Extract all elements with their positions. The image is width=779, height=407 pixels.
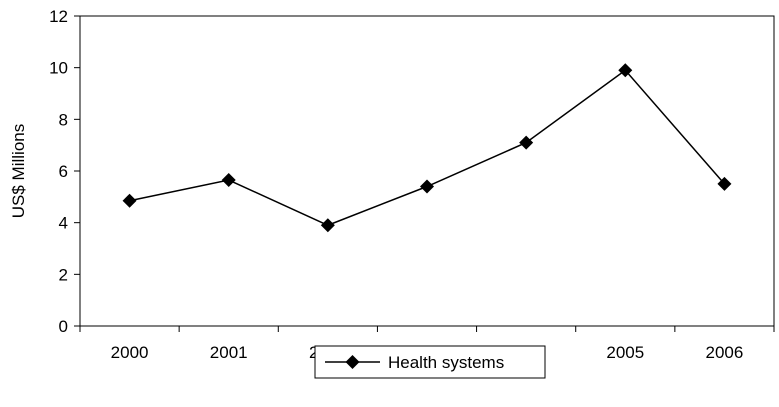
data-point-marker: [320, 218, 335, 233]
x-tick-label: 2001: [210, 343, 248, 362]
data-point-marker: [221, 173, 236, 188]
series-health-systems: [122, 63, 732, 233]
y-axis: 0 2 4 6 8 10 12: [49, 7, 80, 336]
x-tick-label: 2005: [606, 343, 644, 362]
data-point-marker: [519, 135, 534, 150]
x-tick-label: 2000: [111, 343, 149, 362]
legend: Health systems: [314, 345, 546, 379]
y-tick-label: 8: [59, 110, 68, 129]
y-tick-label: 0: [59, 317, 68, 336]
y-tick-label: 10: [49, 59, 68, 78]
legend-label: Health systems: [388, 353, 504, 372]
y-tick-label: 4: [59, 214, 68, 233]
x-tick-label: 2006: [706, 343, 744, 362]
data-point-marker: [717, 176, 732, 191]
plot-area: [79, 15, 775, 327]
data-point-marker: [420, 179, 434, 194]
y-axis-title: US$ Millions: [9, 124, 28, 218]
data-point-marker: [122, 193, 137, 208]
y-tick-label: 6: [59, 162, 68, 181]
legend-diamond-marker: [345, 355, 360, 369]
y-tick-label: 12: [49, 7, 68, 26]
data-point-marker: [618, 63, 633, 78]
y-tick-label: 2: [59, 265, 68, 284]
series-line: [129, 69, 725, 227]
